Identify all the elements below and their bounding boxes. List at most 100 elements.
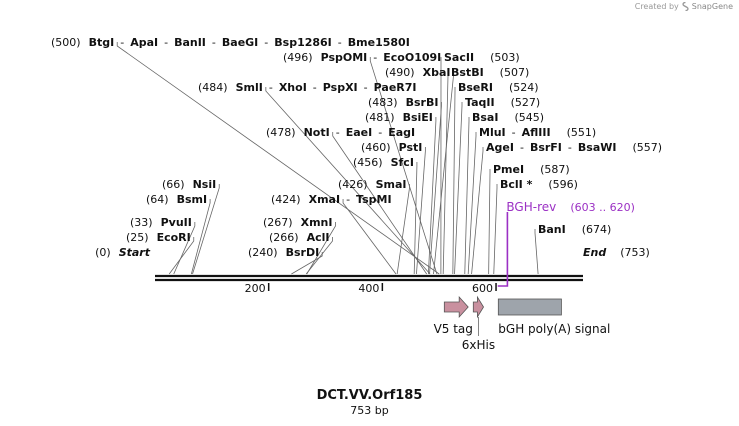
- feature-v5-tag[interactable]: V5 tag: [434, 295, 473, 336]
- enzyme-bsai: BsaI: [472, 111, 498, 124]
- cut-position: (596): [548, 178, 578, 191]
- enzyme-bsrfi: BsrFI: [530, 141, 562, 154]
- enzyme-bsawi: BsaWI: [578, 141, 617, 154]
- enzyme-row-674: BanI (674): [538, 223, 611, 236]
- enzyme-row-500: (500) BtgI - ApaI - BanII - BaeGI - Bsp1286I - Bme1…: [51, 36, 410, 49]
- enzyme-ecori: EcoRI: [157, 231, 191, 244]
- enzyme-sacii: SacII: [444, 51, 474, 64]
- cut-position: (460): [361, 141, 391, 154]
- cut-position: (64): [146, 193, 169, 206]
- enzyme-row-527: TaqII (527): [465, 96, 540, 109]
- enzyme-baegi: BaeGI: [222, 36, 258, 49]
- start-position: (0): [95, 246, 111, 259]
- leader-490: [433, 72, 454, 275]
- enzyme-bsrdi: BsrDI: [286, 246, 320, 259]
- credit-brand: SnapGene: [691, 2, 733, 11]
- feature-label: bGH poly(A) signal: [498, 322, 610, 336]
- sequence-ends: Start (0) End (753): [95, 246, 650, 259]
- separator: -: [364, 81, 368, 94]
- enzyme-eagi: EagI: [388, 126, 415, 139]
- leader-456: [413, 162, 418, 275]
- enzyme-row-524: BseRI (524): [458, 81, 539, 94]
- feature-label: V5 tag: [434, 322, 473, 336]
- enzyme-bsiei: BsiEI: [403, 111, 433, 124]
- leader-64: [190, 199, 211, 275]
- enzyme-xhoi: XhoI: [279, 81, 307, 94]
- enzyme-row-490: (490) XbaI: [385, 66, 450, 79]
- map-title: DCT.VV.Orf185: [317, 388, 423, 403]
- enzyme-afliii: AflIII: [522, 126, 551, 139]
- enzyme-apai: ApaI: [130, 36, 158, 49]
- leader-424: [342, 199, 397, 275]
- cut-position: (524): [509, 81, 539, 94]
- leader-496: [369, 57, 438, 275]
- cut-position: (496): [283, 51, 313, 64]
- separator: -: [378, 126, 382, 139]
- leader-524: [452, 87, 456, 275]
- enzyme-taqii: TaqII: [465, 96, 495, 109]
- enzyme-row-456: (456) SfcI: [353, 156, 414, 169]
- feature-shape: [497, 298, 562, 316]
- separator: -: [520, 141, 524, 154]
- ruler-tick-label: 400: [358, 282, 379, 295]
- enzyme-sfci: SfcI: [391, 156, 414, 169]
- separator: -: [264, 36, 268, 49]
- enzyme-mlui: MluI: [479, 126, 506, 139]
- separator: -: [120, 36, 124, 49]
- leader-545: [464, 117, 470, 275]
- enzyme-row-483: (483) BsrBI: [368, 96, 438, 109]
- enzyme-smli: SmlI: [236, 81, 263, 94]
- enzyme-bsmi: BsmI: [177, 193, 208, 206]
- feature-shape: [443, 295, 469, 319]
- feature-shape: [472, 295, 485, 319]
- enzyme-bstbi: BstBI: [451, 66, 484, 79]
- enzyme-bsp1286i: Bsp1286I: [274, 36, 332, 49]
- snapgene-credit: Created by SnapGene: [635, 2, 733, 11]
- leader-33: [173, 222, 196, 275]
- cut-position: (483): [368, 96, 398, 109]
- enzyme-tspmi: TspMI: [356, 193, 392, 206]
- cut-position: (545): [514, 111, 544, 124]
- cut-position: (500): [51, 36, 81, 49]
- enzyme-row-240: (240) BsrDI: [248, 246, 319, 259]
- cut-position: (490): [385, 66, 415, 79]
- enzyme-acli: AclI: [307, 231, 330, 244]
- enzyme-eaei: EaeI: [346, 126, 373, 139]
- separator: -: [338, 36, 342, 49]
- leader-25: [168, 237, 195, 275]
- cut-position: (266): [269, 231, 299, 244]
- enzyme-row-484: (484) SmlI - XhoI - PspXI - PaeR7I: [198, 81, 417, 94]
- enzyme-row-478: (478) NotI - EaeI - EagI: [266, 126, 415, 139]
- separator: -: [164, 36, 168, 49]
- cut-position: (557): [632, 141, 662, 154]
- enzyme-noti: NotI: [304, 126, 330, 139]
- feature-6xhis[interactable]: 6xHis: [462, 295, 495, 352]
- cut-position: (456): [353, 156, 383, 169]
- enzyme-row-25: (25) EcoRI: [126, 231, 191, 244]
- separator: -: [269, 81, 273, 94]
- enzyme-pspxi: PspXI: [323, 81, 358, 94]
- enzyme-row-503: SacII (503): [444, 51, 520, 64]
- separator: -: [336, 126, 340, 139]
- ruler-tick-label: 600: [472, 282, 493, 295]
- sequence-backbone: [155, 274, 583, 282]
- enzyme-nsii: NsiI: [193, 178, 217, 191]
- leader-483: [429, 102, 442, 275]
- enzyme-row-424: (424) XmaI - TspMI: [271, 193, 392, 206]
- cut-position: (587): [540, 163, 570, 176]
- cut-position: (66): [162, 178, 185, 191]
- cut-position: (484): [198, 81, 228, 94]
- feature-bgh-poly-a-signal[interactable]: bGH poly(A) signal: [497, 298, 610, 336]
- enzyme-xmai: XmaI: [309, 193, 340, 206]
- enzyme-row-557: AgeI - BsrFI - BsaWI (557): [486, 141, 662, 154]
- enzyme-smai: SmaI: [376, 178, 407, 191]
- cut-position: (33): [130, 216, 153, 229]
- enzyme-pspomi: PspOMI: [321, 51, 368, 64]
- cut-position: (481): [365, 111, 395, 124]
- cut-position: (426): [338, 178, 368, 191]
- enzyme-row-551: MluI - AflIII (551): [479, 126, 596, 139]
- enzyme-row-460: (460) PstI: [361, 141, 422, 154]
- enzyme-row-596: BclI * (596): [500, 178, 578, 191]
- cut-position: (527): [511, 96, 541, 109]
